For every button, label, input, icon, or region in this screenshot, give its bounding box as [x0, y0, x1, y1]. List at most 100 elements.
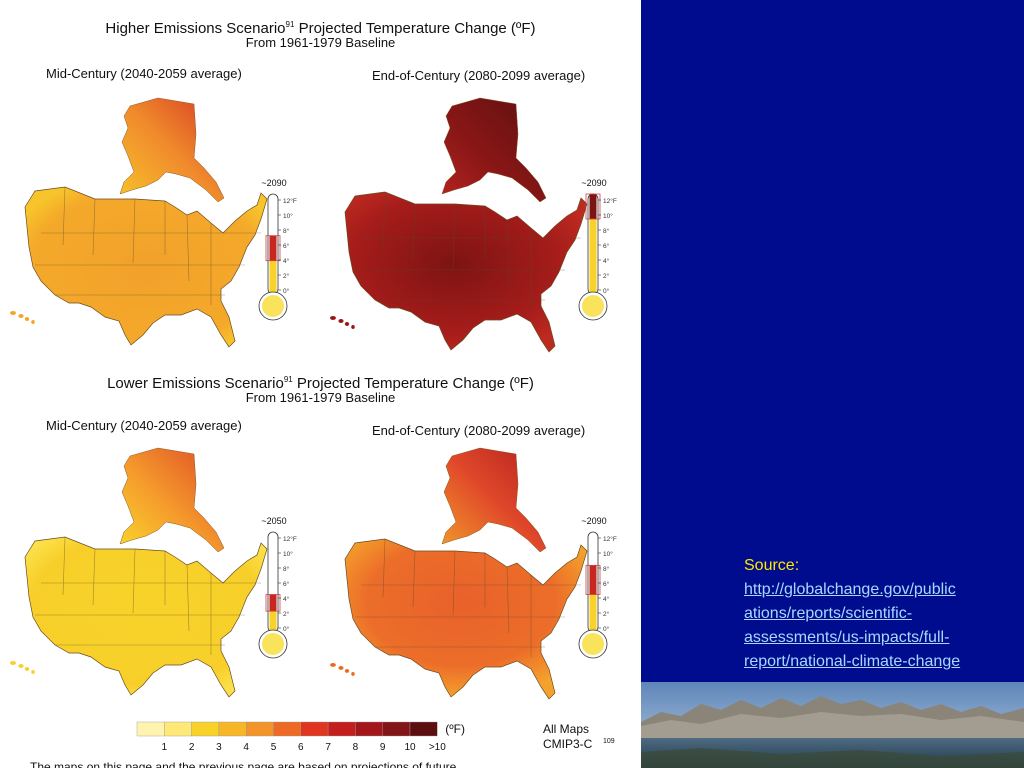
legend-swatch	[300, 721, 329, 737]
top-end-label: End-of-Century (2080-2099 average)	[372, 68, 586, 83]
legend-value: 2	[189, 742, 195, 753]
thermometer-tick-label: 12°F	[603, 535, 617, 543]
maps-canvas: ~209012°F10°8°6°4°2°0°~209012°F10°8°6°4°…	[10, 97, 617, 753]
conus-shape	[24, 186, 268, 348]
conus-shape	[24, 536, 268, 698]
legend-value: 9	[380, 742, 386, 753]
source-link-line-1[interactable]: http://globalchange.gov/public	[744, 581, 956, 598]
thermometer: ~2090 12°F 10° 8° 6° 4° 2° 0°	[258, 178, 297, 321]
thermometer-range-box	[585, 193, 601, 220]
thermometer-tick-label: 6°	[283, 242, 290, 250]
maps-note-sup: 109	[603, 738, 615, 745]
source-link-line-4[interactable]: report/national-climate-change	[744, 653, 961, 670]
maps-note-line1: All Maps	[543, 722, 589, 736]
conus-shape	[344, 538, 588, 700]
legend-swatch	[382, 721, 411, 737]
top-mid-label: Mid-Century (2040-2059 average)	[46, 66, 242, 81]
top-title: Higher Emissions Scenario91 Projected Te…	[105, 20, 536, 37]
hawaii-island	[344, 669, 350, 673]
legend-swatch	[273, 721, 301, 737]
thermometer-tick-label: 4°	[283, 257, 290, 265]
source-label: Source:	[744, 557, 800, 574]
legend-swatch	[409, 721, 438, 737]
maps-note-line2: CMIP3-C	[543, 737, 593, 751]
thermometer-tick-label: 0°	[603, 287, 610, 295]
thermometer-tick-label: 4°	[603, 257, 610, 265]
hawaii-island	[24, 667, 30, 671]
thermometer-tick-label: 10°	[283, 550, 293, 558]
temperature-maps-figure: Higher Emissions Scenario91 Projected Te…	[10, 20, 617, 768]
bottom-subtitle: From 1961-1979 Baseline	[245, 390, 396, 405]
thermometer-tick-label: 6°	[603, 242, 610, 250]
hawaii-island	[344, 322, 350, 326]
hawaii-island	[31, 670, 35, 674]
thermometer-fill	[269, 244, 277, 294]
bottom-end-label: End-of-Century (2080-2099 average)	[372, 423, 586, 438]
thermometer-fill	[269, 602, 277, 632]
thermometer-tick-label: 12°F	[283, 197, 297, 205]
alaska-shape	[119, 97, 225, 203]
snowy-slopes	[641, 712, 1024, 740]
map-end-century-higher	[330, 97, 588, 353]
thermometer-tick-label: 0°	[603, 625, 610, 633]
map-mid-century-higher	[10, 97, 268, 348]
thermometer-range-box	[265, 594, 281, 612]
legend-unit: (ºF)	[445, 722, 465, 736]
thermometer-tick-label: 0°	[283, 625, 290, 633]
thermometer-label: ~2090	[261, 178, 286, 188]
map-end-century-lower	[330, 447, 588, 700]
thermometer-range	[269, 235, 277, 261]
thermometer-tick-label: 4°	[283, 595, 290, 603]
mountain-landscape-photo	[641, 682, 1024, 768]
top-subtitle: From 1961-1979 Baseline	[245, 35, 396, 50]
thermometer-tick-label: 2°	[603, 272, 610, 280]
legend-swatch	[355, 721, 383, 737]
thermometer: ~2090 12°F 10° 8° 6° 4° 2° 0°	[578, 516, 617, 659]
legend-value: >10	[429, 742, 446, 753]
hawaii-island	[10, 661, 16, 665]
thermometer-range-box	[585, 564, 601, 595]
hawaii-island	[338, 666, 344, 670]
thermometer-tick-label: 6°	[603, 580, 610, 588]
hawaii-island	[330, 663, 336, 667]
hawaii-island	[10, 311, 16, 315]
thermometer-tick-label: 8°	[283, 227, 290, 235]
legend-swatch	[164, 721, 192, 737]
source-link-line-3[interactable]: assessments/us-impacts/full-	[744, 629, 950, 646]
legend-value: 8	[353, 742, 359, 753]
thermometer-label: ~2050	[261, 516, 286, 526]
hawaii-island	[338, 319, 344, 323]
cut-off-caption: The maps on this page and the previous p…	[30, 760, 457, 768]
thermometer-tick-label: 4°	[603, 595, 610, 603]
source-link-line-2[interactable]: ations/reports/scientific-	[744, 605, 913, 622]
legend-value: 7	[325, 742, 331, 753]
thermometer-tick-label: 8°	[603, 565, 610, 573]
legend-swatch	[327, 721, 356, 737]
hawaii-island	[24, 317, 30, 321]
thermometer-range-box	[265, 235, 281, 262]
hawaii-island	[330, 316, 336, 320]
thermometer-tick-label: 2°	[283, 272, 290, 280]
thermometer-tick-label: 2°	[603, 610, 610, 618]
alaska-shape	[441, 447, 547, 553]
thermometer-range	[589, 194, 597, 219]
legend-swatch	[218, 721, 247, 737]
legend-value: 4	[243, 742, 249, 753]
thermometer-tick-label: 8°	[283, 565, 290, 573]
bottom-mid-label: Mid-Century (2040-2059 average)	[46, 418, 242, 433]
map-mid-century-lower	[10, 447, 268, 698]
thermometer-fill	[589, 209, 597, 294]
thermometer-tick-label: 10°	[603, 550, 613, 558]
legend-value: 6	[298, 742, 304, 753]
legend-value: 1	[162, 742, 168, 753]
alaska-shape	[441, 97, 547, 203]
legend-swatch	[191, 721, 220, 737]
thermometer-range	[269, 594, 277, 612]
hawaii-island	[351, 672, 355, 676]
shoreline	[641, 748, 1024, 768]
source-block: Source: http://globalchange.gov/public a…	[744, 554, 1014, 674]
legend-value: 10	[404, 742, 416, 753]
thermometer-range	[589, 565, 597, 595]
thermometer-label: ~2090	[581, 178, 606, 188]
